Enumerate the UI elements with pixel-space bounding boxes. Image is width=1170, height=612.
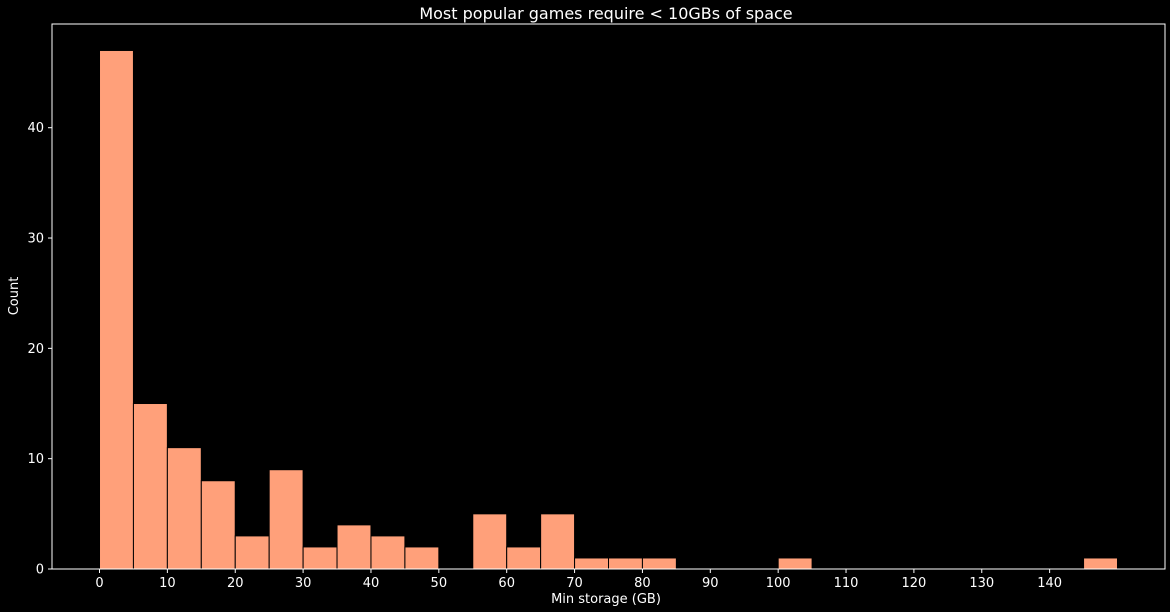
bar-65-70 [540, 513, 576, 570]
plot-frame [51, 23, 1166, 570]
x-tick-label: 40 [363, 576, 380, 591]
bar-10-15 [166, 447, 202, 570]
bars-group [99, 49, 1118, 570]
x-tick-label: 130 [969, 576, 994, 591]
y-tick-label: 0 [36, 563, 44, 578]
bar-25-30 [268, 469, 304, 570]
bar-70-75 [574, 557, 610, 570]
bar-55-60 [472, 513, 508, 570]
chart-title: Most popular games require < 10GBs of sp… [419, 4, 792, 23]
bar-75-80 [608, 557, 643, 570]
bar-100-105 [777, 557, 813, 570]
x-tick-label: 70 [566, 576, 583, 591]
y-tick-label: 20 [27, 342, 44, 357]
bar-45-50 [404, 546, 440, 570]
x-tick-label: 110 [834, 576, 859, 591]
bar-35-40 [336, 524, 372, 570]
bar-60-65 [506, 546, 542, 570]
x-axis-label: Min storage (GB) [551, 592, 661, 607]
bar-40-45 [370, 535, 406, 570]
y-axis-label: Count [7, 277, 22, 316]
y-tick-label: 30 [27, 232, 44, 247]
x-tick-label: 0 [95, 576, 103, 591]
bar-80-85 [641, 557, 677, 570]
x-tick-label: 100 [766, 576, 791, 591]
x-tick-label: 50 [431, 576, 448, 591]
bar-5-10 [132, 403, 168, 570]
bar-145-150 [1083, 557, 1118, 570]
y-axis-ticks: 0 10 20 30 40 [27, 121, 52, 578]
x-tick-label: 90 [702, 576, 719, 591]
bar-20-25 [234, 535, 270, 570]
bar-30-35 [302, 546, 338, 570]
x-tick-label: 30 [295, 576, 312, 591]
y-tick-label: 40 [27, 121, 44, 136]
x-tick-label: 20 [227, 576, 244, 591]
bar-15-20 [200, 480, 236, 570]
x-tick-label: 10 [159, 576, 176, 591]
x-tick-label: 120 [901, 576, 926, 591]
x-axis-ticks: 0 10 20 30 40 50 60 70 80 90 100 110 120 130 140 [95, 569, 1062, 591]
x-tick-label: 60 [498, 576, 515, 591]
bar-0-5 [99, 49, 134, 570]
x-tick-label: 80 [634, 576, 651, 591]
x-tick-label: 140 [1037, 576, 1062, 591]
y-tick-label: 10 [27, 452, 44, 467]
